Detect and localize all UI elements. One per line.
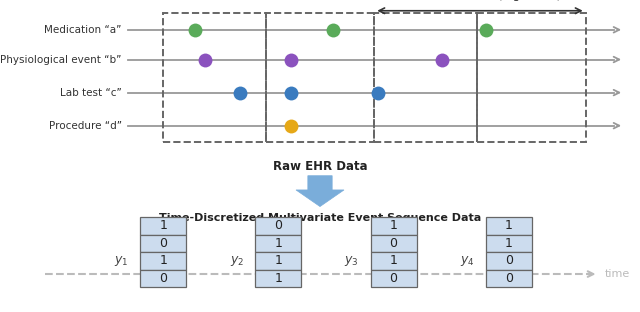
Bar (371, 235, 417, 252)
Text: Lab test “c”: Lab test “c” (60, 88, 122, 98)
Text: Procedure “d”: Procedure “d” (49, 121, 122, 131)
Bar (140, 252, 186, 270)
Text: 0: 0 (505, 254, 513, 267)
Text: 1: 1 (275, 254, 282, 267)
Text: 1: 1 (505, 237, 513, 250)
Bar (486, 235, 532, 252)
Bar (486, 270, 532, 287)
Text: 1: 1 (390, 254, 397, 267)
Bar (255, 217, 301, 235)
Text: 1: 1 (275, 237, 282, 250)
Text: Physiological event “b”: Physiological event “b” (0, 55, 122, 65)
Bar (374, 13, 477, 142)
Bar (371, 252, 417, 270)
Text: Time-Discretized Multivariate Event Sequence Data: Time-Discretized Multivariate Event Sequ… (159, 213, 481, 223)
Bar (477, 13, 586, 142)
Text: 1: 1 (159, 219, 167, 232)
Text: 0: 0 (159, 272, 167, 285)
Bar (140, 235, 186, 252)
Bar (163, 13, 266, 142)
Text: $y_{1}$: $y_{1}$ (114, 254, 129, 268)
Bar (255, 235, 301, 252)
Text: 0: 0 (505, 272, 513, 285)
Text: 1: 1 (275, 272, 282, 285)
Bar (371, 270, 417, 287)
Text: 0: 0 (390, 237, 397, 250)
Bar (486, 252, 532, 270)
Text: 1: 1 (505, 219, 513, 232)
Text: Medication “a”: Medication “a” (44, 25, 122, 35)
Bar (486, 217, 532, 235)
Bar (371, 217, 417, 235)
Bar (140, 217, 186, 235)
Text: Raw EHR Data: Raw EHR Data (273, 160, 367, 173)
Text: 0: 0 (390, 272, 397, 285)
Text: 1: 1 (159, 254, 167, 267)
Bar (266, 13, 374, 142)
Text: Window size = W (e.g., 24hr): Window size = W (e.g., 24hr) (399, 0, 561, 1)
Text: 0: 0 (275, 219, 282, 232)
Text: $y_{4}$: $y_{4}$ (460, 254, 474, 268)
Text: $y_{3}$: $y_{3}$ (344, 254, 359, 268)
Text: 1: 1 (390, 219, 397, 232)
Bar (140, 270, 186, 287)
Text: 0: 0 (159, 237, 167, 250)
Bar (255, 252, 301, 270)
Text: time: time (605, 269, 630, 279)
Text: $y_{2}$: $y_{2}$ (230, 254, 244, 268)
Bar (255, 270, 301, 287)
FancyArrow shape (296, 176, 344, 207)
